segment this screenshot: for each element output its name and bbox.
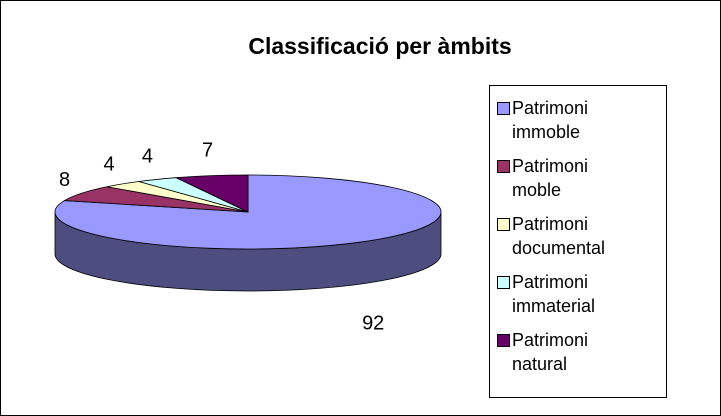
data-label: 92	[362, 312, 384, 334]
data-label: 7	[202, 139, 213, 161]
chart-title: Classificació per àmbits	[248, 33, 511, 59]
legend-label: Patrimoni natural	[512, 330, 589, 374]
slice	[54, 174, 442, 250]
legend-swatch	[497, 218, 510, 231]
legend-swatch	[497, 102, 510, 115]
legend-label: Patrimoni immoble	[512, 98, 589, 142]
data-label: 4	[104, 153, 115, 175]
legend-label: Patrimoni moble	[512, 156, 589, 200]
legend-label: Patrimoni immaterial	[512, 272, 596, 316]
data-label: 4	[142, 146, 153, 168]
legend: Patrimoni immoble Patrimoni moble Patrimon…	[489, 85, 667, 398]
legend-swatch	[497, 276, 510, 289]
legend-label: Patrimoni documental	[512, 214, 606, 258]
data-label: 8	[59, 169, 70, 191]
legend-swatch	[497, 160, 510, 173]
slice	[174, 174, 249, 213]
legend-swatch	[497, 334, 510, 347]
